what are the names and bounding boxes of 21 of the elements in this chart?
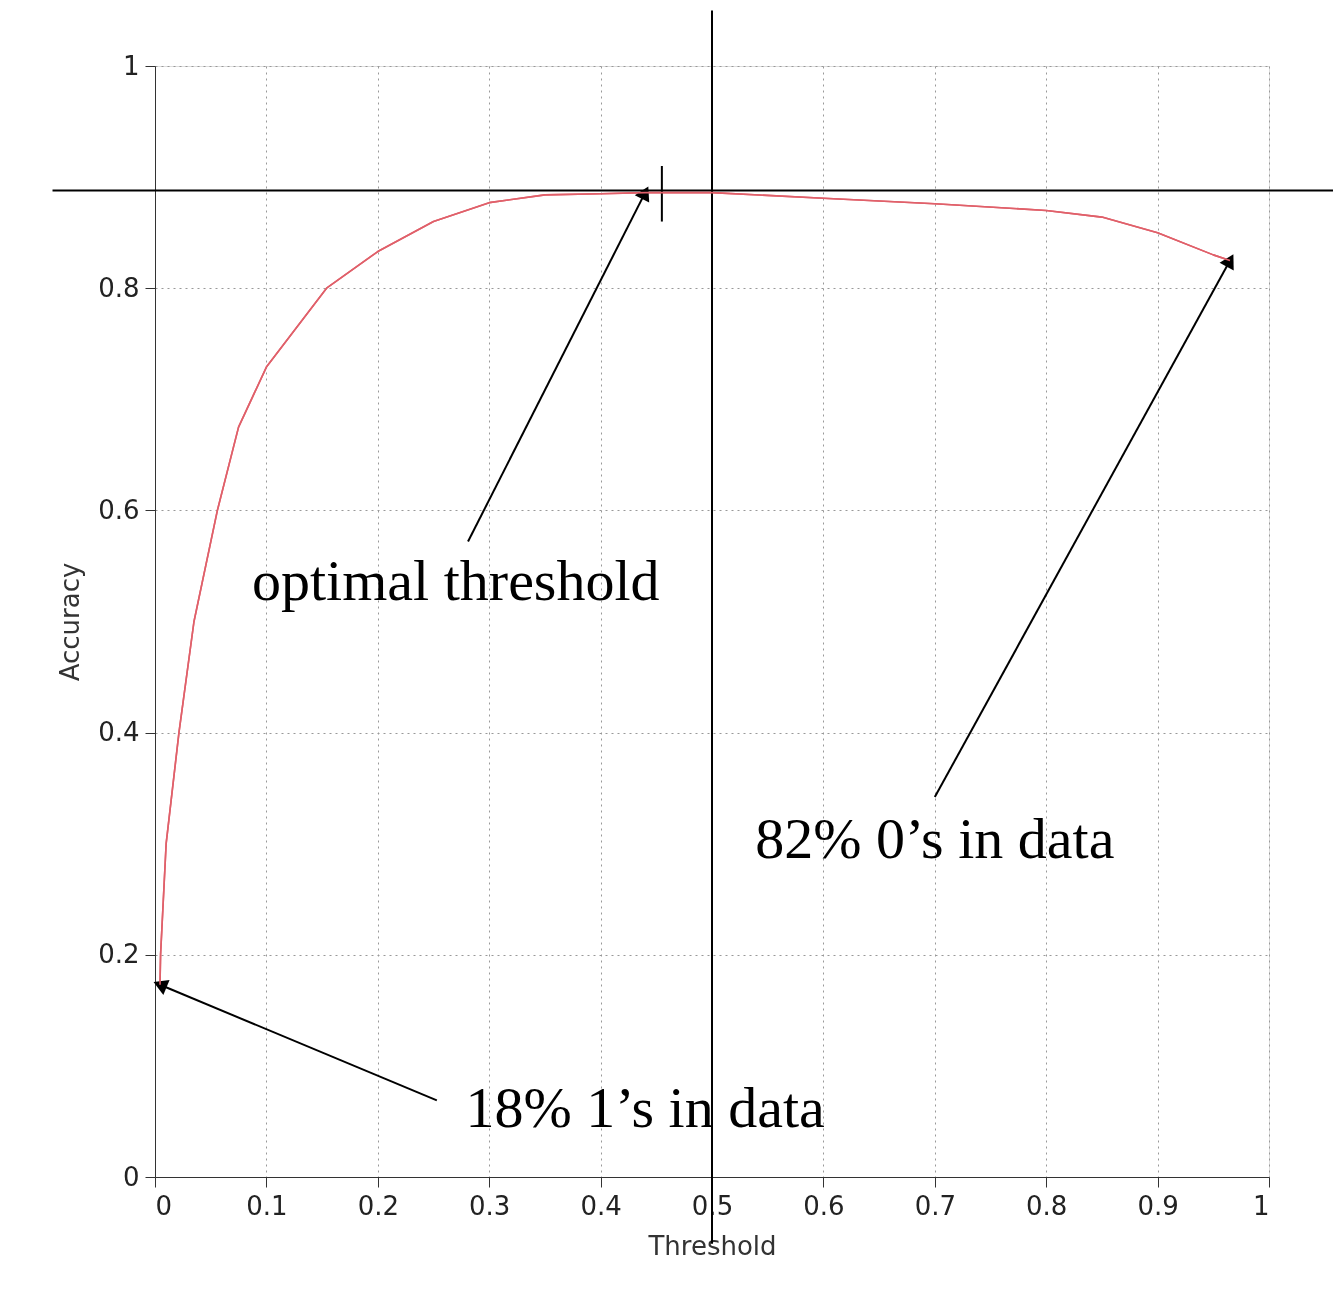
y-tick-label: 0 <box>122 1161 140 1192</box>
x-axis-title: Threshold <box>647 1230 777 1261</box>
x-tick-label: 0.7 <box>914 1190 956 1221</box>
x-tick-label: 0.6 <box>803 1190 845 1221</box>
y-axis-title: Accuracy <box>55 562 86 682</box>
annotation: 82% 0’s in data <box>755 806 1115 872</box>
y-tick-label: 0.4 <box>98 717 140 748</box>
x-tick-label: 0.2 <box>357 1190 399 1221</box>
y-tick-label: 0.2 <box>98 939 140 970</box>
x-tick-label: 1 <box>1252 1190 1270 1221</box>
x-tick-label: 0.8 <box>1026 1190 1068 1221</box>
annotation: optimal threshold <box>252 547 660 613</box>
x-tick-label: 0.4 <box>580 1190 622 1221</box>
x-tick-label: 0.1 <box>246 1190 288 1221</box>
y-tick-label: 0.8 <box>98 272 140 303</box>
x-tick-label: 0 <box>155 1190 173 1221</box>
x-tick-label: 0.3 <box>469 1190 511 1221</box>
y-tick-label: 0.6 <box>98 494 140 525</box>
annotation: 18% 1’s in data <box>465 1075 825 1141</box>
y-tick-label: 1 <box>122 50 140 81</box>
x-tick-label: 0.9 <box>1137 1190 1179 1221</box>
